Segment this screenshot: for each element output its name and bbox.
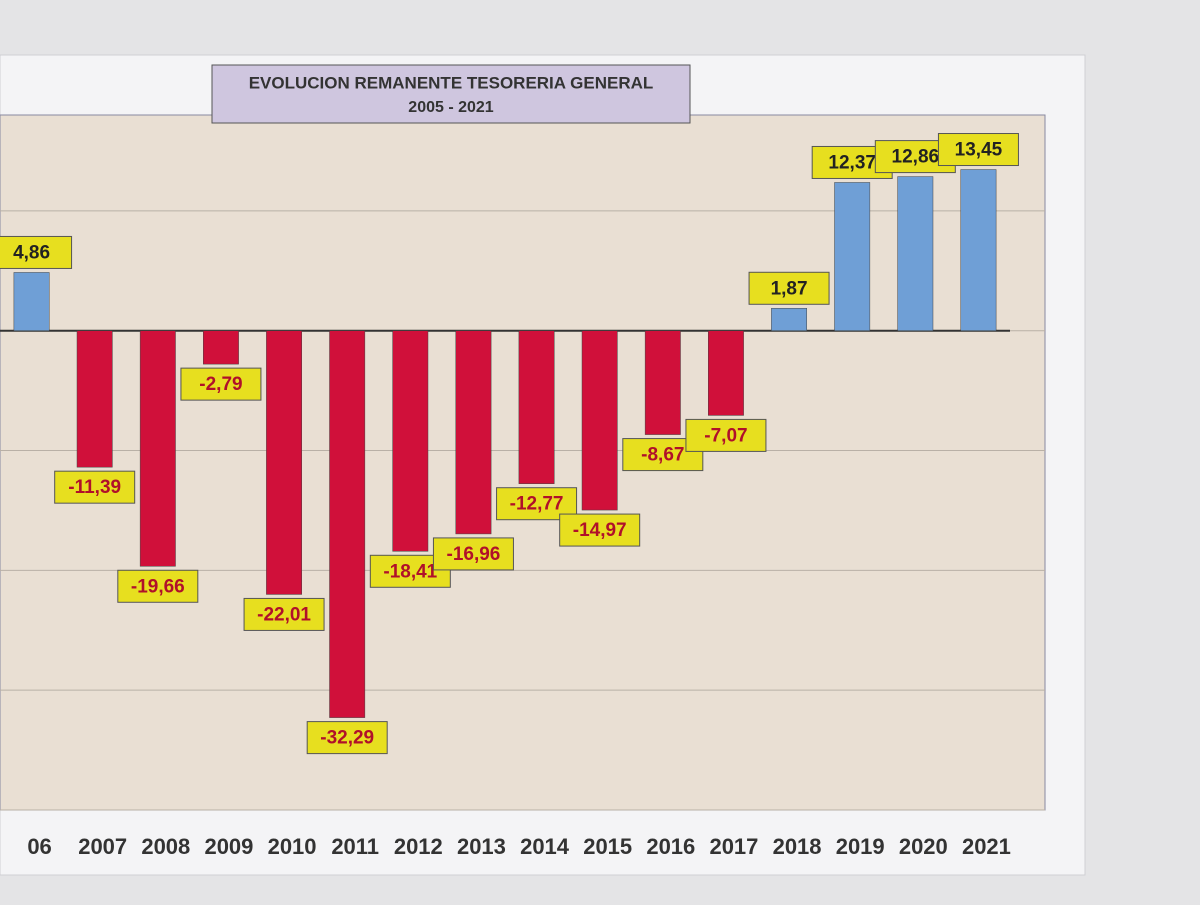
bar: [518, 330, 555, 484]
value-label: -11,39: [68, 477, 121, 498]
x-tick-label: 2009: [204, 834, 253, 859]
bar: [13, 272, 50, 331]
value-label-box: [117, 569, 199, 603]
value-label-box: [54, 470, 136, 504]
value-label: 13,45: [955, 140, 1003, 161]
value-label-box: [685, 418, 767, 452]
value-label: -7,07: [704, 425, 747, 446]
x-tick-label: 2007: [78, 834, 127, 859]
x-tick-label: 2014: [520, 834, 570, 859]
bar: [644, 330, 681, 435]
value-label-box: [559, 513, 641, 547]
x-tick-label: 2021: [962, 834, 1011, 859]
x-tick-label: 2011: [331, 834, 379, 859]
bar: [455, 330, 492, 535]
x-tick-label: 2016: [646, 834, 695, 859]
value-label-box: [243, 597, 325, 631]
x-tick-label: 2015: [583, 834, 632, 859]
bar: [76, 330, 113, 468]
chart-subtitle: 2005 - 2021: [408, 99, 494, 116]
value-label: -19,66: [131, 576, 185, 597]
bar: [581, 330, 618, 511]
value-label: -12,77: [510, 494, 564, 515]
value-label-box: [306, 721, 388, 755]
value-label: 4,86: [13, 242, 50, 263]
bar: [771, 308, 807, 331]
bar: [960, 169, 997, 331]
bar: [139, 330, 176, 567]
value-label-box: [937, 133, 1019, 167]
chart-title: EVOLUCION REMANENTE TESORERIA GENERAL: [249, 73, 654, 92]
value-label: -8,67: [641, 445, 684, 466]
value-label: -18,41: [383, 561, 437, 582]
x-tick-label: 2018: [773, 834, 822, 859]
value-label-box: [748, 271, 830, 305]
x-tick-label: 2013: [457, 834, 506, 859]
value-label: 12,37: [828, 152, 876, 173]
x-tick-label: 2008: [141, 834, 190, 859]
value-label: -14,97: [573, 520, 627, 541]
bar: [266, 330, 302, 595]
value-label-box: [432, 537, 514, 571]
x-tick-label: 2019: [836, 834, 885, 859]
bar: [897, 176, 934, 331]
bar: [203, 330, 239, 365]
bar: [329, 330, 366, 718]
x-tick-label: 2020: [899, 834, 948, 859]
value-label: -16,96: [447, 544, 501, 565]
value-label: -22,01: [257, 604, 311, 625]
bar: [834, 182, 871, 331]
bar: [392, 330, 429, 552]
value-label: 1,87: [771, 278, 808, 299]
value-label: 12,86: [892, 147, 940, 168]
x-tick-label: 2012: [394, 834, 443, 859]
x-tick-label: 2010: [268, 834, 317, 859]
bar: [708, 330, 744, 416]
x-tick-label: 06: [27, 834, 51, 859]
value-label-box: [0, 235, 73, 269]
value-label-box: [180, 367, 262, 401]
title-box: [211, 64, 691, 124]
x-tick-label: 2017: [709, 834, 758, 859]
value-label: -2,79: [199, 374, 242, 395]
value-label: -32,29: [320, 728, 374, 749]
